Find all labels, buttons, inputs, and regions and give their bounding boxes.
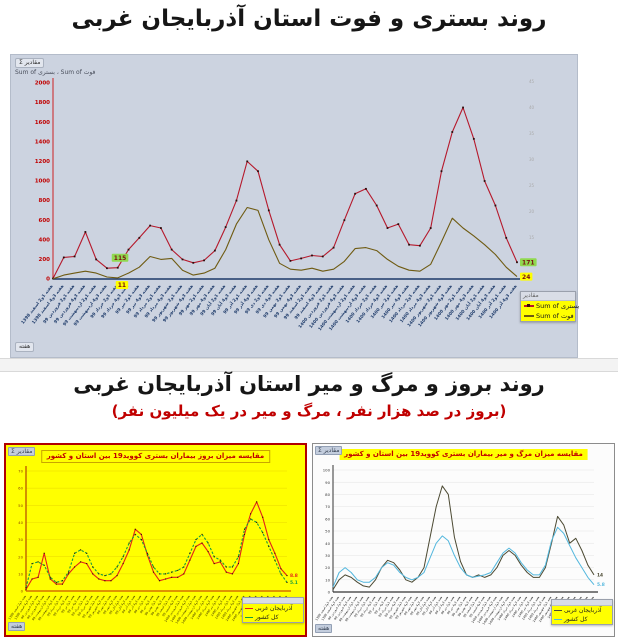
incidence-chart-panel: 0 10 20 30 40 50 60 70 هفته 1و2 اسفند 1398 هفته 3…: [4, 443, 307, 637]
svg-text:0: 0: [46, 277, 50, 283]
svg-text:10: 10: [325, 577, 330, 582]
svg-text:80: 80: [325, 492, 330, 497]
svg-text:40: 40: [325, 541, 330, 546]
svg-text:20: 20: [325, 565, 330, 570]
olive-line-marker-icon: [524, 315, 534, 317]
mortality-chart-panel: 0 10 20 30 40 50 60 70 80 90 100 هفته 1و2 اسفند 139…: [312, 443, 615, 637]
dark-line-marker-icon: [554, 610, 562, 611]
blue-line-marker-icon: [554, 619, 562, 620]
svg-text:70: 70: [18, 469, 23, 474]
hospitalization-chart-panel: 0 200 400 600 800 1000 1200 1400 1600 1800 2000 45 4…: [10, 54, 579, 358]
svg-text:90: 90: [325, 480, 330, 485]
svg-text:30: 30: [325, 553, 330, 558]
svg-text:60: 60: [18, 486, 23, 491]
svg-text:600: 600: [39, 218, 51, 224]
svg-text:1800: 1800: [35, 100, 50, 106]
svg-text:1200: 1200: [35, 159, 50, 165]
svg-text:15: 15: [529, 235, 535, 240]
legend-item-hospitalized: Sum of بستری: [521, 301, 579, 311]
svg-text:40: 40: [18, 520, 23, 525]
svg-text:100: 100: [323, 468, 331, 473]
svg-text:171: 171: [522, 259, 535, 266]
svg-text:35: 35: [529, 131, 535, 136]
svg-text:20: 20: [18, 554, 23, 559]
svg-text:25: 25: [529, 183, 535, 188]
svg-text:24: 24: [522, 274, 530, 281]
legend-item-province: آذربایجان غربی: [552, 606, 612, 615]
legend-item-country: کل کشور: [552, 615, 612, 624]
svg-text:1000: 1000: [35, 179, 50, 185]
svg-text:11: 11: [118, 282, 126, 289]
svg-text:30: 30: [529, 157, 535, 162]
svg-text:20: 20: [529, 209, 535, 214]
legend-item-province: آذربایجان غربی: [243, 604, 303, 613]
mortality-legend: آذربایجان غربی کل کشور: [551, 599, 613, 625]
svg-text:1600: 1600: [35, 120, 50, 126]
axis-field-button: هفته: [315, 624, 333, 633]
section1-title: روند بستری و فوت استان آذربایجان غربی: [71, 6, 547, 32]
svg-text:0: 0: [21, 589, 24, 594]
svg-text:70: 70: [325, 504, 330, 509]
pivot-axis-button: هفته: [15, 342, 35, 352]
pivot-values-button: Σ مقادیر: [15, 58, 45, 68]
legend-item-country: کل کشور: [243, 613, 303, 622]
svg-text:50: 50: [325, 529, 330, 534]
legend-item-deaths: Sum of فوت: [521, 311, 575, 321]
svg-text:50: 50: [18, 503, 23, 508]
svg-text:1400: 1400: [35, 139, 50, 145]
red-line-marker-icon: [524, 304, 534, 307]
axis-field-button: هفته: [8, 622, 26, 631]
svg-text:45: 45: [529, 79, 535, 84]
chart-legend: مقادیر Sum of بستری Sum of فوت: [520, 291, 579, 322]
hospitalization-deaths-chart: 0 200 400 600 800 1000 1200 1400 1600 1800 2000 45 4…: [20, 78, 537, 332]
pivot-fields-label: Sum of بستری ، Sum of فوت: [15, 69, 96, 76]
svg-text:5.1: 5.1: [290, 580, 298, 586]
svg-text:8.8: 8.8: [290, 573, 298, 579]
section-divider: [0, 358, 618, 372]
field-button: Σ مقادیر: [315, 446, 343, 455]
svg-text:14: 14: [597, 572, 603, 578]
mortality-chart-title: مقایسه میزان مرگ و میر بیماران بستری کوو…: [339, 449, 588, 460]
svg-text:400: 400: [39, 237, 51, 243]
red-line-marker-icon: [245, 608, 253, 609]
legend-header: [552, 600, 612, 606]
section2-subtitle: (بروز در صد هزار نفر ، مرگ و میر در یک م…: [111, 402, 507, 420]
svg-text:2000: 2000: [35, 81, 50, 87]
svg-text:200: 200: [39, 257, 51, 263]
svg-text:10: 10: [18, 571, 23, 576]
legend-header: [243, 598, 303, 604]
incidence-chart-title: مقایسه میزان بروز بیماران بستری کووید19 …: [40, 450, 271, 463]
svg-text:60: 60: [325, 516, 330, 521]
field-button: Σ مقادیر: [8, 447, 36, 456]
green-line-marker-icon: [245, 617, 253, 618]
section2-title: روند بروز و مرگ و میر استان آذربایجان غر…: [73, 372, 545, 396]
svg-text:30: 30: [18, 537, 23, 542]
svg-text:115: 115: [114, 255, 127, 262]
svg-text:800: 800: [39, 198, 51, 204]
svg-text:40: 40: [529, 105, 535, 110]
svg-text:0: 0: [328, 590, 331, 595]
incidence-legend: آذربایجان غربی کل کشور: [242, 597, 304, 623]
legend-header: مقادیر: [521, 292, 575, 301]
svg-text:5.8: 5.8: [597, 582, 605, 588]
